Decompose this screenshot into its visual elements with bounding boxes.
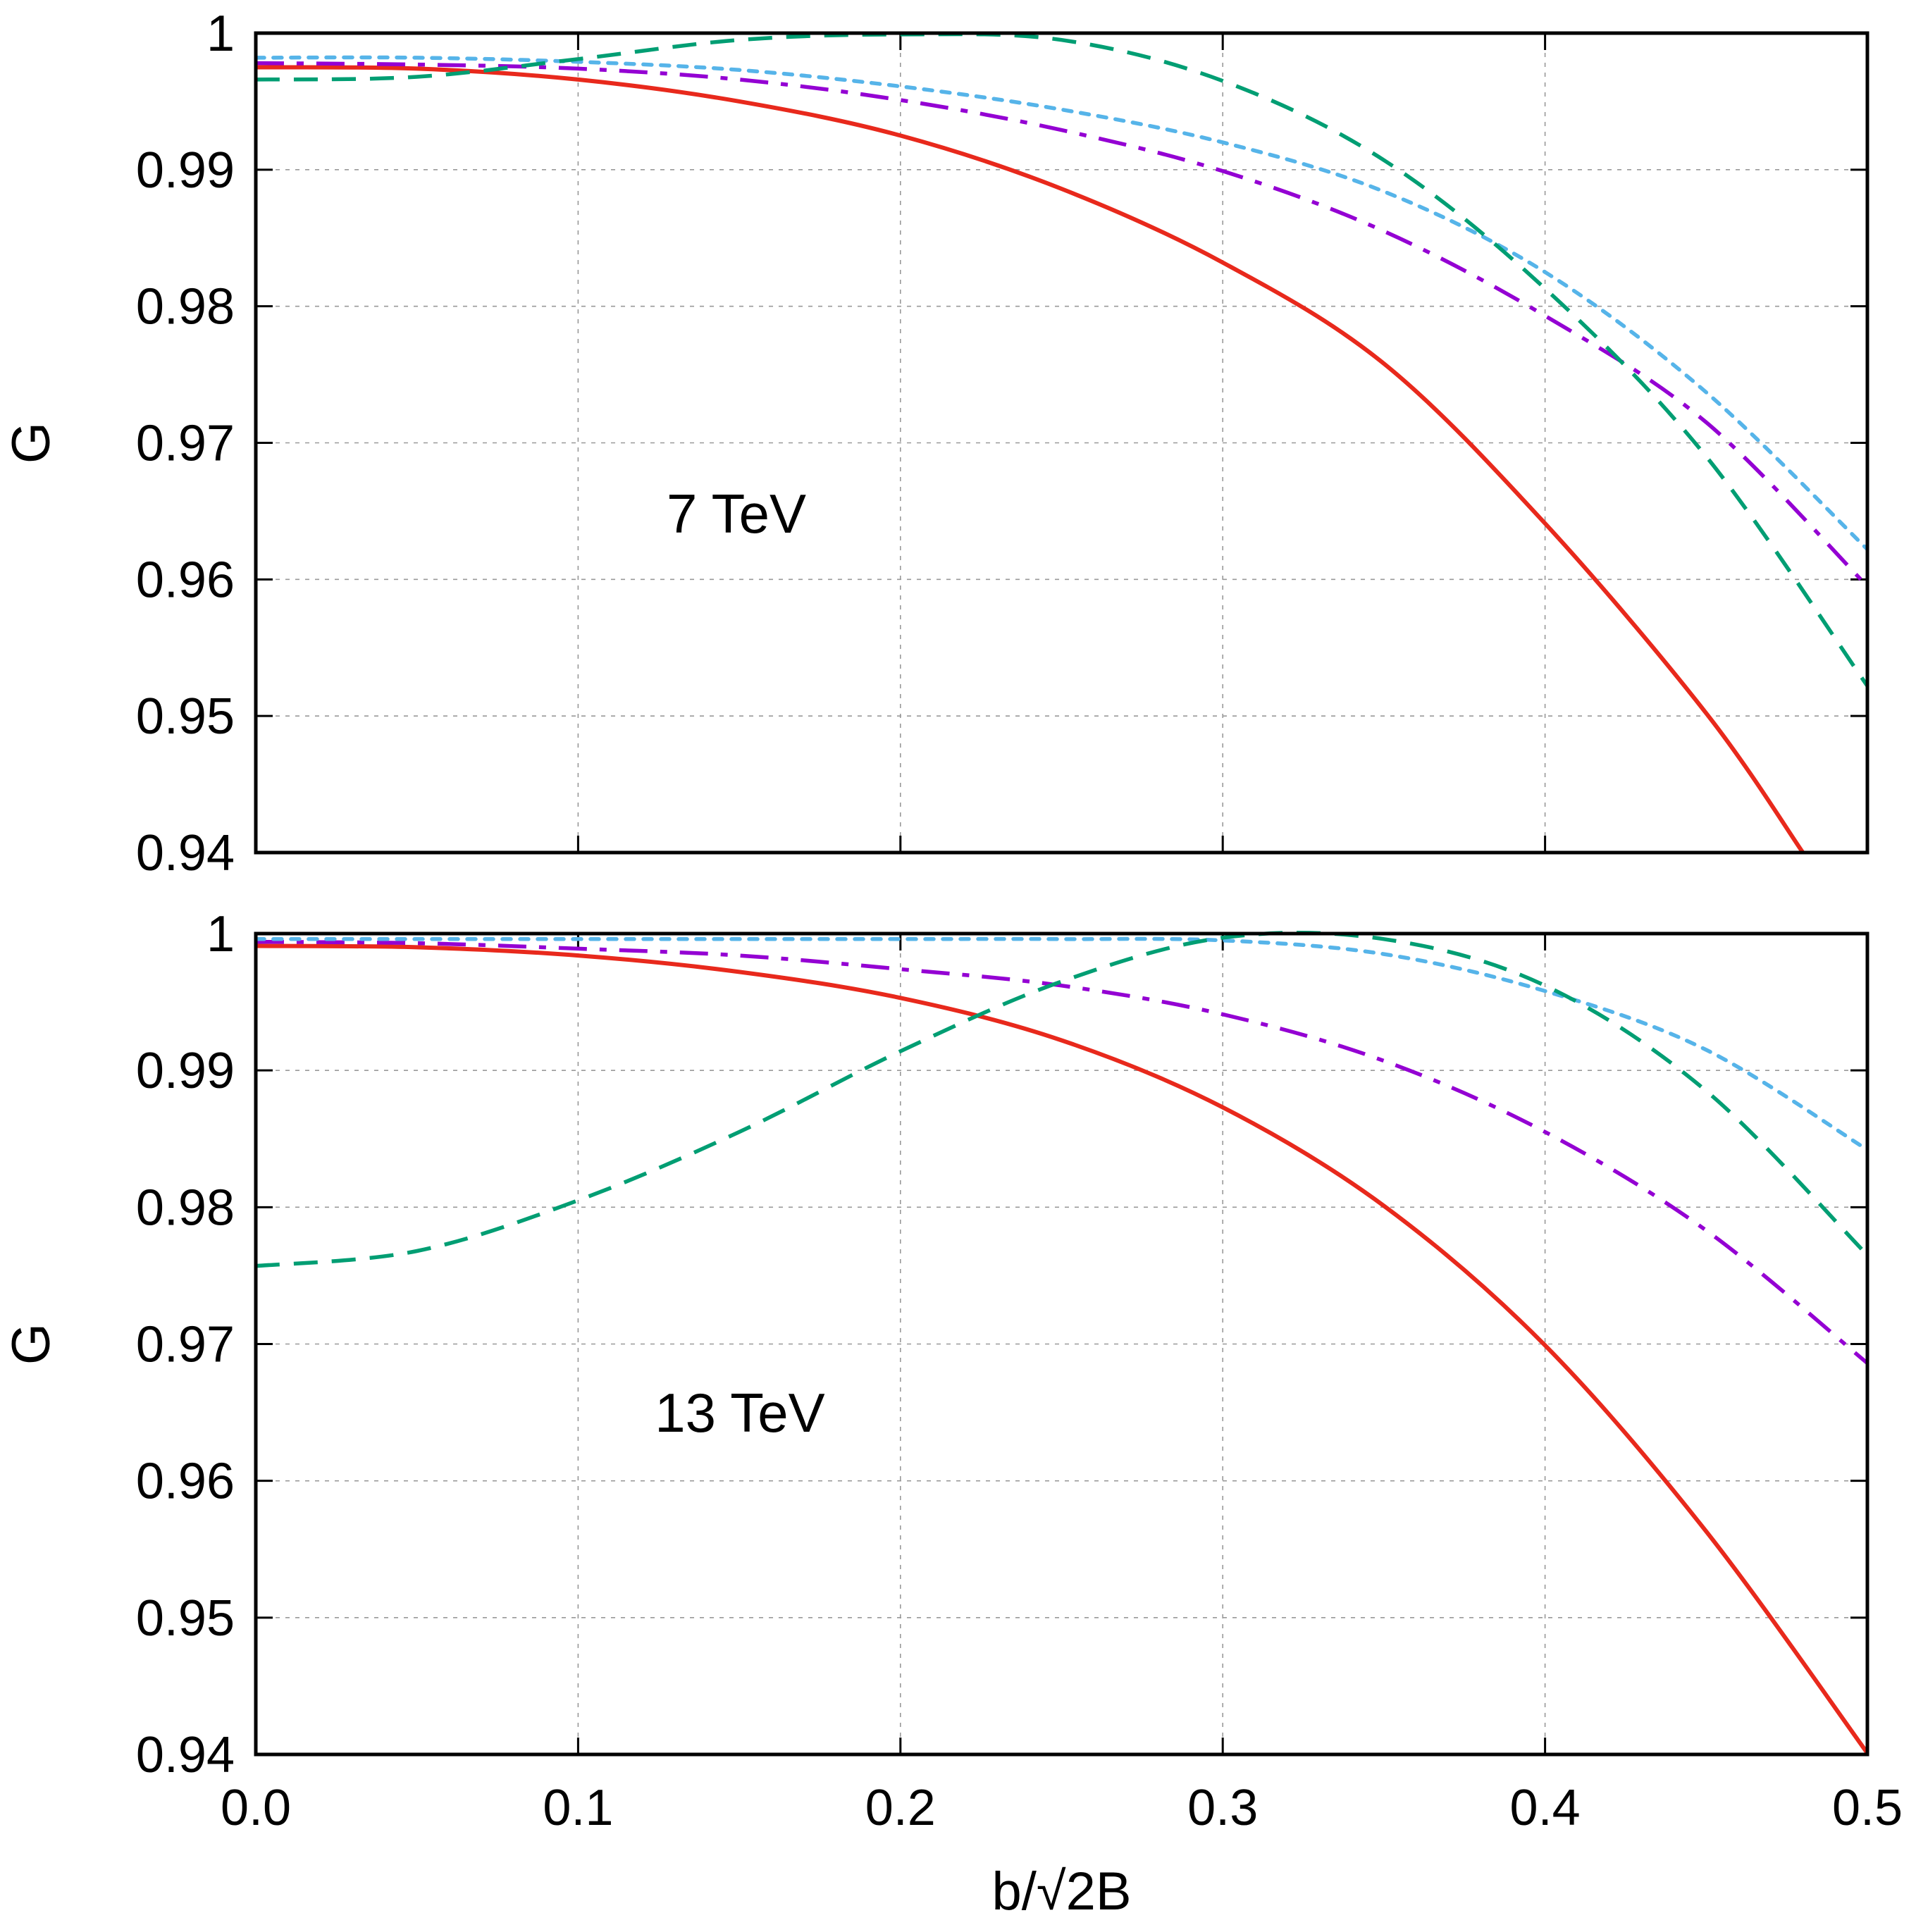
x-tick-label: 0.0 bbox=[221, 1780, 291, 1836]
energy-annotation: 7 TeV bbox=[667, 483, 806, 545]
x-tick-label: 0.4 bbox=[1510, 1780, 1581, 1836]
y-tick-label: 0.98 bbox=[136, 1179, 235, 1236]
y-tick-label: 0.94 bbox=[136, 825, 235, 881]
y-tick-label: 0.96 bbox=[136, 1454, 235, 1510]
x-tick-label: 0.3 bbox=[1187, 1780, 1258, 1836]
y-tick-label: 0.99 bbox=[136, 1043, 235, 1099]
series-line-red-solid bbox=[256, 65, 1805, 853]
y-tick-label: 0.96 bbox=[136, 552, 235, 608]
y-tick-label: 0.99 bbox=[136, 142, 235, 199]
series-line-purple-dashdot bbox=[256, 61, 1867, 588]
series-group bbox=[256, 931, 1867, 1754]
x-tick-label: 0.5 bbox=[1832, 1780, 1903, 1836]
x-tick-label: 0.2 bbox=[865, 1780, 936, 1836]
x-tick-label: 0.1 bbox=[543, 1780, 613, 1836]
y-tick-label: 0.95 bbox=[136, 1590, 235, 1647]
energy-annotation: 13 TeV bbox=[655, 1382, 824, 1444]
series-line-green-dashed bbox=[256, 32, 1867, 688]
series-group bbox=[256, 32, 1867, 853]
y-tick-label: 0.97 bbox=[136, 1317, 235, 1373]
y-tick-label: 0.98 bbox=[136, 279, 235, 335]
plot-frame bbox=[254, 931, 1869, 1757]
y-axis-label: G bbox=[1, 422, 61, 464]
y-tick-label: 0.97 bbox=[136, 416, 235, 472]
series-line-purple-dashdot bbox=[256, 939, 1867, 1365]
y-tick-label: 1 bbox=[206, 906, 235, 962]
plot-frame bbox=[254, 31, 1869, 855]
panel-7tev: 0.94 0.95 0.96 0.97 0.98 0.99 1 G 7 TeV bbox=[1, 6, 1869, 881]
y-tick-label: 0.94 bbox=[136, 1727, 235, 1783]
series-line-green-dashed bbox=[256, 931, 1867, 1268]
series-line-red-solid bbox=[256, 943, 1867, 1754]
panel-13tev: 0.94 0.95 0.96 0.97 0.98 0.99 1 0.0 0.1 0.2 0.3 0.4… bbox=[1, 906, 1903, 1921]
y-tick-label: 0.95 bbox=[136, 688, 235, 745]
y-axis-label: G bbox=[1, 1323, 61, 1365]
x-axis-label: b/√2B bbox=[991, 1862, 1131, 1921]
y-tick-label: 1 bbox=[206, 6, 235, 62]
series-line-cyan-dotted bbox=[256, 55, 1867, 552]
series-line-cyan-dotted bbox=[256, 936, 1867, 1152]
